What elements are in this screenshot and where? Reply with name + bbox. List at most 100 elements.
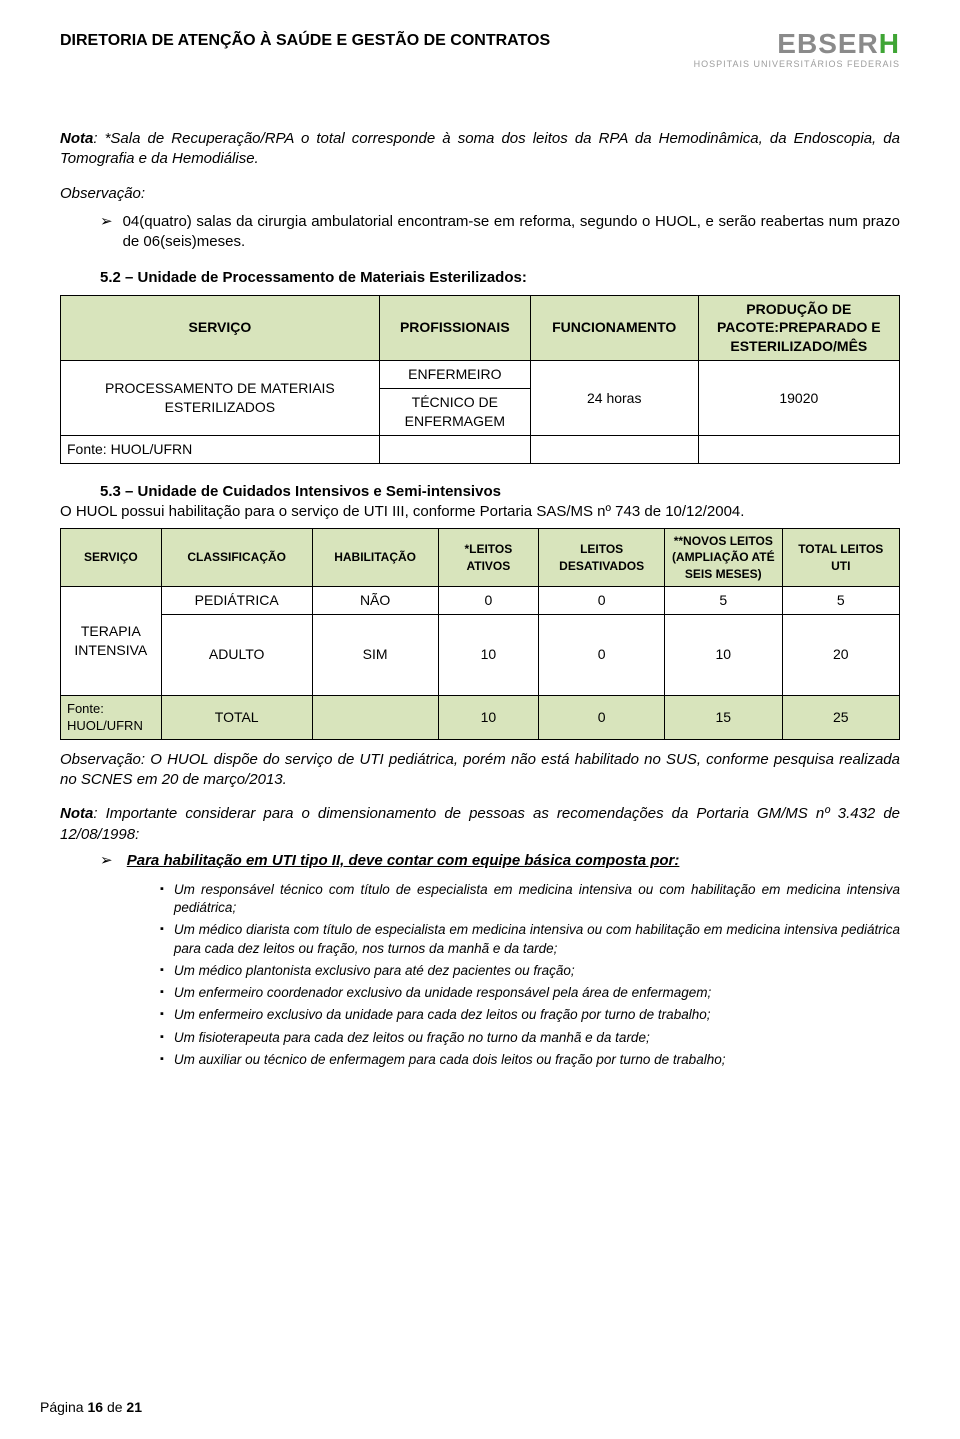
list-text: Um auxiliar ou técnico de enfermagem par… xyxy=(174,1051,726,1069)
col-classif: CLASSIFICAÇÃO xyxy=(161,529,312,587)
cell-class: ADULTO xyxy=(161,614,312,695)
cell-desat: 0 xyxy=(539,586,665,614)
square-icon: ▪ xyxy=(160,1029,164,1047)
cell-func: 24 horas xyxy=(530,361,698,436)
cell-service: TERAPIA INTENSIVA xyxy=(61,586,162,695)
cell-tot-total: 25 xyxy=(782,695,900,739)
cell-fonte: Fonte: HUOL/UFRN xyxy=(61,695,162,739)
list-item: ▪ Um médico diarista com título de especi… xyxy=(160,921,900,957)
col-total: TOTAL LEITOS UTI xyxy=(782,529,900,587)
square-icon: ▪ xyxy=(160,1006,164,1024)
cell-total-label: TOTAL xyxy=(161,695,312,739)
cell-prof2: TÉCNICO DE ENFERMAGEM xyxy=(379,389,530,436)
arrow-icon: ➢ xyxy=(100,212,113,232)
table-row: TERAPIA INTENSIVA PEDIÁTRICA NÃO 0 0 5 5 xyxy=(61,586,900,614)
cell-tot-novos: 15 xyxy=(665,695,782,739)
col-producao: PRODUÇÃO DE PACOTE:PREPARADO E ESTERILIZ… xyxy=(698,295,899,361)
cell-novos: 5 xyxy=(665,586,782,614)
note-2-label: Nota xyxy=(60,805,93,822)
col-habil: HABILITAÇÃO xyxy=(312,529,438,587)
square-icon: ▪ xyxy=(160,984,164,1002)
list-item: ▪ Um enfermeiro exclusivo da unidade para… xyxy=(160,1006,900,1024)
uti-requirement-list: ▪ Um responsável técnico com título de es… xyxy=(160,881,900,1069)
note-1-label: Nota xyxy=(60,130,93,147)
cell-empty xyxy=(379,435,530,463)
arrow-icon: ➢ xyxy=(100,852,113,869)
section-5-3-title: 5.3 – Unidade de Cuidados Intensivos e S… xyxy=(100,482,900,502)
note-1: Nota: *Sala de Recuperação/RPA o total c… xyxy=(60,129,900,170)
square-icon: ▪ xyxy=(160,962,164,980)
observation-1-bullet: ➢ 04(quatro) salas da cirurgia ambulator… xyxy=(100,212,900,253)
list-text: Um enfermeiro exclusivo da unidade para … xyxy=(174,1006,711,1024)
col-servico: SERVIÇO xyxy=(61,295,380,361)
table-materials: SERVIÇO PROFISSIONAIS FUNCIONAMENTO PROD… xyxy=(60,295,900,464)
list-text: Um enfermeiro coordenador exclusivo da u… xyxy=(174,984,711,1002)
uti-req-text: Para habilitação em UTI tipo II, deve co… xyxy=(127,852,680,869)
note-2-text: : Importante considerar para o dimension… xyxy=(60,805,900,842)
table-row-total: Fonte: HUOL/UFRN TOTAL 10 0 15 25 xyxy=(61,695,900,739)
section-5-3-sub: O HUOL possui habilitação para o serviço… xyxy=(60,502,900,522)
table-row-fonte: Fonte: HUOL/UFRN xyxy=(61,435,900,463)
cell-empty xyxy=(698,435,899,463)
cell-hab: SIM xyxy=(312,614,438,695)
table-uti: SERVIÇO CLASSIFICAÇÃO HABILITAÇÃO *LEITO… xyxy=(60,528,900,740)
list-text: Um fisioterapeuta para cada dez leitos o… xyxy=(174,1029,650,1047)
col-leitos-ativos: *LEITOS ATIVOS xyxy=(438,529,539,587)
observation-2: Observação: O HUOL dispõe do serviço de … xyxy=(60,750,900,791)
cell-tot-ativos: 10 xyxy=(438,695,539,739)
table-row: PROCESSAMENTO DE MATERIAIS ESTERILIZADOS… xyxy=(61,361,900,389)
header-title: DIRETORIA DE ATENÇÃO À SAÚDE E GESTÃO DE… xyxy=(60,30,550,52)
page-prefix: Página xyxy=(40,1399,87,1415)
cell-empty xyxy=(312,695,438,739)
section-5-2-title: 5.2 – Unidade de Processamento de Materi… xyxy=(100,268,900,288)
cell-class: PEDIÁTRICA xyxy=(161,586,312,614)
list-item: ▪ Um auxiliar ou técnico de enfermagem pa… xyxy=(160,1051,900,1069)
cell-prod: 19020 xyxy=(698,361,899,436)
table-header-row: SERVIÇO PROFISSIONAIS FUNCIONAMENTO PROD… xyxy=(61,295,900,361)
cell-total: 5 xyxy=(782,586,900,614)
logo: EBSERH HOSPITAIS UNIVERSITÁRIOS FEDERAIS xyxy=(694,30,900,69)
list-text: Um médico diarista com título de especia… xyxy=(174,921,900,957)
col-funcionamento: FUNCIONAMENTO xyxy=(530,295,698,361)
observation-1-label: Observação: xyxy=(60,184,900,204)
cell-empty xyxy=(530,435,698,463)
cell-tot-desat: 0 xyxy=(539,695,665,739)
note-1-text: : *Sala de Recuperação/RPA o total corre… xyxy=(60,130,900,167)
list-item: ▪ Um enfermeiro coordenador exclusivo da … xyxy=(160,984,900,1002)
cell-fonte: Fonte: HUOL/UFRN xyxy=(61,435,380,463)
cell-novos: 10 xyxy=(665,614,782,695)
list-text: Um responsável técnico com título de esp… xyxy=(174,881,900,917)
page-total: 21 xyxy=(126,1399,142,1415)
page-number: Página 16 de 21 xyxy=(40,1398,142,1417)
list-item: ▪ Um médico plantonista exclusivo para at… xyxy=(160,962,900,980)
logo-subtitle: HOSPITAIS UNIVERSITÁRIOS FEDERAIS xyxy=(694,60,900,69)
cell-prof1: ENFERMEIRO xyxy=(379,361,530,389)
table-row: ADULTO SIM 10 0 10 20 xyxy=(61,614,900,695)
observation-1-text: 04(quatro) salas da cirurgia ambulatoria… xyxy=(123,212,900,253)
logo-brand: EBSERH xyxy=(694,30,900,58)
logo-text-gray: EBSER xyxy=(777,28,878,59)
cell-ativos: 0 xyxy=(438,586,539,614)
cell-service: PROCESSAMENTO DE MATERIAIS ESTERILIZADOS xyxy=(61,361,380,436)
table-header-row: SERVIÇO CLASSIFICAÇÃO HABILITAÇÃO *LEITO… xyxy=(61,529,900,587)
list-item: ▪ Um fisioterapeuta para cada dez leitos … xyxy=(160,1029,900,1047)
cell-total: 20 xyxy=(782,614,900,695)
list-item: ▪ Um responsável técnico com título de es… xyxy=(160,881,900,917)
note-2: Nota: Importante considerar para o dimen… xyxy=(60,804,900,845)
square-icon: ▪ xyxy=(160,881,164,899)
page-header: DIRETORIA DE ATENÇÃO À SAÚDE E GESTÃO DE… xyxy=(60,30,900,69)
cell-desat: 0 xyxy=(539,614,665,695)
page-current: 16 xyxy=(87,1399,103,1415)
cell-ativos: 10 xyxy=(438,614,539,695)
square-icon: ▪ xyxy=(160,1051,164,1069)
col-profissionais: PROFISSIONAIS xyxy=(379,295,530,361)
col-leitos-desat: LEITOS DESATIVADOS xyxy=(539,529,665,587)
col-servico: SERVIÇO xyxy=(61,529,162,587)
uti-requirement-line: ➢ Para habilitação em UTI tipo II, deve … xyxy=(100,851,900,871)
cell-hab: NÃO xyxy=(312,586,438,614)
logo-text-accent: H xyxy=(879,28,900,59)
list-text: Um médico plantonista exclusivo para até… xyxy=(174,962,575,980)
document-page: DIRETORIA DE ATENÇÃO À SAÚDE E GESTÃO DE… xyxy=(0,0,960,1439)
col-novos: **NOVOS LEITOS (AMPLIAÇÃO ATÉ SEIS MESES… xyxy=(665,529,782,587)
square-icon: ▪ xyxy=(160,921,164,939)
